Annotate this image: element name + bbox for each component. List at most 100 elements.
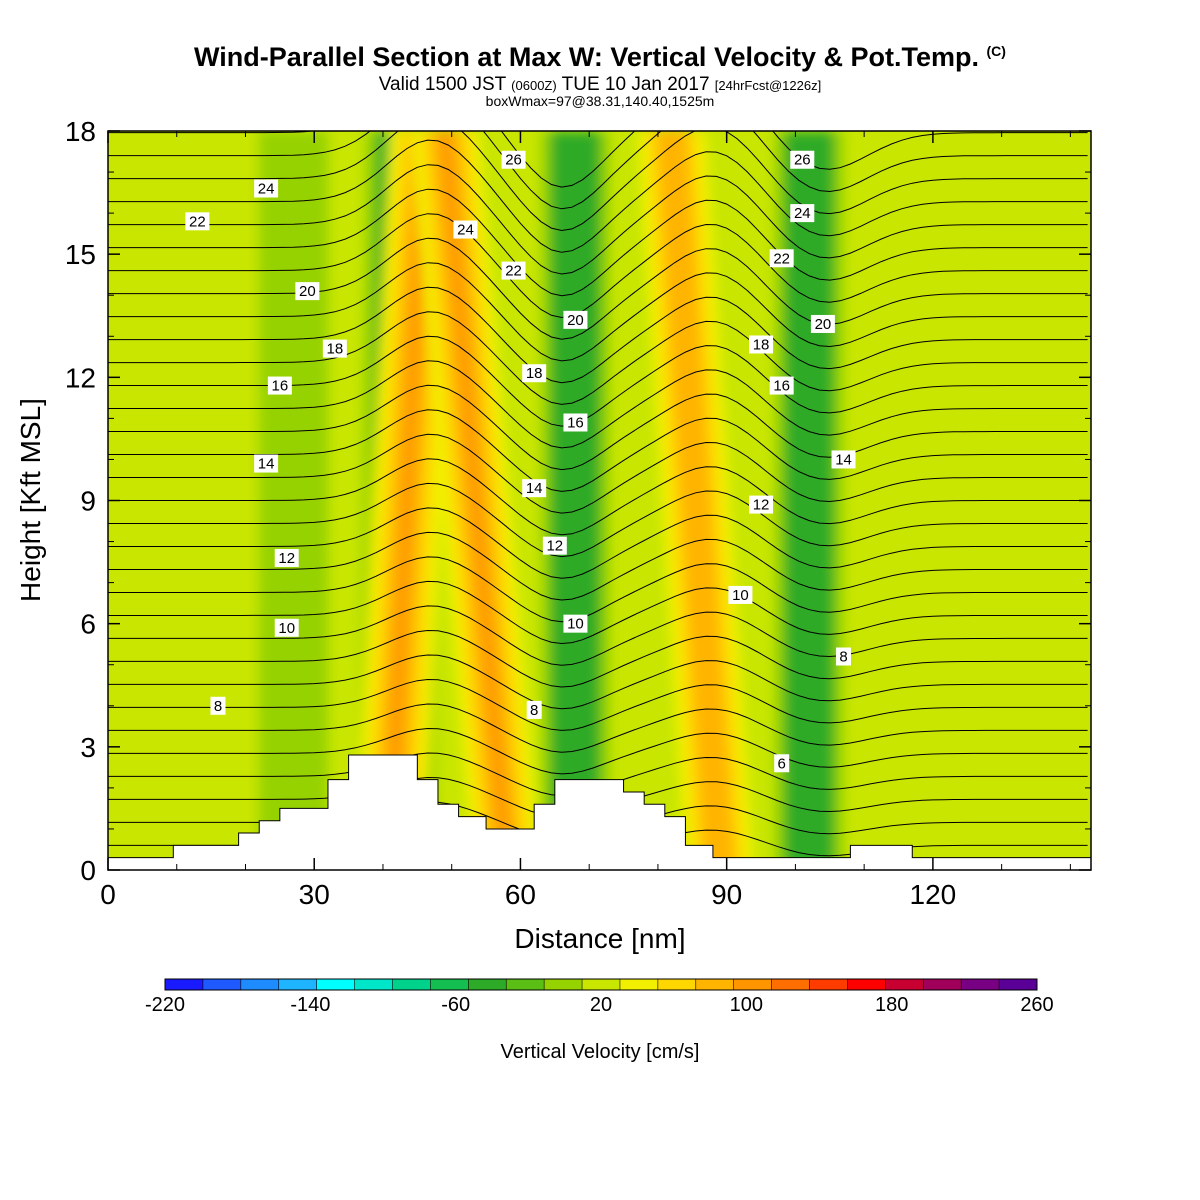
theta-contour (108, 629, 1088, 688)
theta-contour (108, 164, 1088, 275)
colorbar-swatch (278, 979, 318, 990)
colorbar-tick-label: -220 (145, 994, 185, 1016)
contour-label-text: 12 (753, 497, 770, 514)
contour-label: 8 (836, 647, 852, 666)
contour-label-text: 24 (794, 205, 811, 222)
contour-label: 8 (210, 696, 226, 715)
y-tick-label: 12 (65, 362, 96, 393)
contour-label-bg (542, 536, 567, 555)
contour-label-text: 12 (278, 550, 295, 567)
contour-label-bg (274, 618, 299, 637)
contour-label-text: 26 (794, 152, 811, 169)
colorbar-swatch (316, 979, 356, 990)
colorbar-swatch (847, 979, 886, 990)
contour-label: 14 (831, 450, 856, 469)
colorbar-swatch (733, 979, 773, 990)
contour-label: 16 (769, 376, 794, 395)
contour-label: 20 (810, 314, 835, 333)
colorbar-tick-label: 260 (1020, 994, 1053, 1016)
contour-label-text: 22 (773, 250, 790, 267)
contour-label-text: 18 (526, 365, 543, 382)
theta-contour (108, 131, 1088, 210)
terrain (107, 754, 1092, 871)
y-tick-label: 18 (65, 116, 96, 147)
contour-label-bg (210, 696, 226, 715)
theta-contour (108, 213, 1088, 319)
contour-label-bg (790, 204, 815, 223)
contour-label: 24 (254, 179, 279, 198)
theta-contour (108, 262, 1088, 362)
colorbar-frame (164, 978, 1038, 991)
x-tick-label: 60 (505, 879, 536, 910)
theta-contour (108, 311, 1088, 405)
contour-label-text: 10 (567, 616, 584, 633)
contour-label-text: 18 (327, 341, 344, 358)
contour-label-bg (501, 261, 526, 280)
contour-label: 10 (563, 614, 588, 633)
contour-label-text: 20 (299, 283, 316, 300)
contour-label-bg (749, 495, 774, 514)
x-tick-label: 90 (711, 879, 742, 910)
colorbar-label: Vertical Velocity [cm/s] (501, 1041, 700, 1063)
contour-label-text: 16 (773, 378, 790, 395)
contour-label-bg (836, 647, 852, 666)
x-tick-label: 0 (100, 879, 116, 910)
chart-title: Wind-Parallel Section at Max W: Vertical… (194, 42, 1006, 72)
contour-label: 8 (526, 700, 542, 719)
contour-label-bg (267, 376, 292, 395)
contour-label: 12 (542, 536, 567, 555)
colorbar-swatch (771, 979, 811, 990)
y-tick-label: 3 (80, 732, 96, 763)
colorbar-swatch (619, 979, 659, 990)
contour-label-bg (749, 335, 774, 354)
contour-label-bg (769, 376, 794, 395)
x-tick-label: 120 (910, 879, 957, 910)
contour-label-text: 22 (189, 213, 206, 230)
colorbar-swatch (923, 979, 962, 990)
contour-label-text: 10 (278, 620, 295, 637)
theta-contour (108, 131, 1088, 188)
contour-label-bg (501, 150, 526, 169)
colorbar-swatch (240, 979, 280, 990)
chart-box-info: boxWmax=97@38.31,140.40,1525m (485, 93, 715, 109)
colorbar-swatch (657, 979, 697, 990)
contour-label: 24 (453, 220, 478, 239)
colorbar-tick-label: 20 (590, 994, 612, 1016)
velocity-band-band-b (439, 131, 513, 870)
contour-label-bg (522, 364, 547, 383)
contour-label-text: 16 (567, 414, 584, 431)
y-axis-label: Height [Kft MSL] (15, 398, 46, 602)
theta-contour (108, 360, 1088, 449)
contour-label-text: 8 (839, 649, 847, 666)
theta-contour (108, 580, 1088, 645)
contour-label-bg (295, 282, 320, 301)
colorbar: -220 -140 -60 20 100 180 260 (145, 978, 1054, 1016)
colorbar-tick-label: 180 (875, 994, 908, 1016)
contour-label: 18 (749, 335, 774, 354)
contour-label-text: 14 (835, 451, 852, 468)
contour-label: 24 (790, 204, 815, 223)
contour-label-text: 26 (505, 152, 522, 169)
contour-label: 26 (501, 150, 526, 169)
y-tick-label: 15 (65, 239, 96, 270)
contour-label-bg (728, 585, 753, 604)
contour-label-bg (254, 179, 279, 198)
theta-contour (108, 433, 1088, 514)
contour-label-text: 10 (732, 587, 749, 604)
x-axis-label: Distance [nm] (514, 923, 685, 954)
theta-contour (108, 703, 1088, 753)
theta-contour (108, 605, 1088, 666)
contour-label-bg (563, 413, 588, 432)
colorbar-swatch (885, 979, 924, 990)
theta-contour (108, 384, 1088, 471)
contour-label: 12 (749, 495, 774, 514)
theta-contour (108, 482, 1088, 558)
contour-label: 22 (769, 249, 794, 268)
contour-label-text: 18 (753, 336, 770, 353)
contour-label: 12 (274, 548, 299, 567)
colorbar-swatch (202, 979, 242, 990)
y-tick-label: 6 (80, 609, 96, 640)
theta-contour (108, 531, 1088, 601)
theta-contour (108, 458, 1088, 536)
